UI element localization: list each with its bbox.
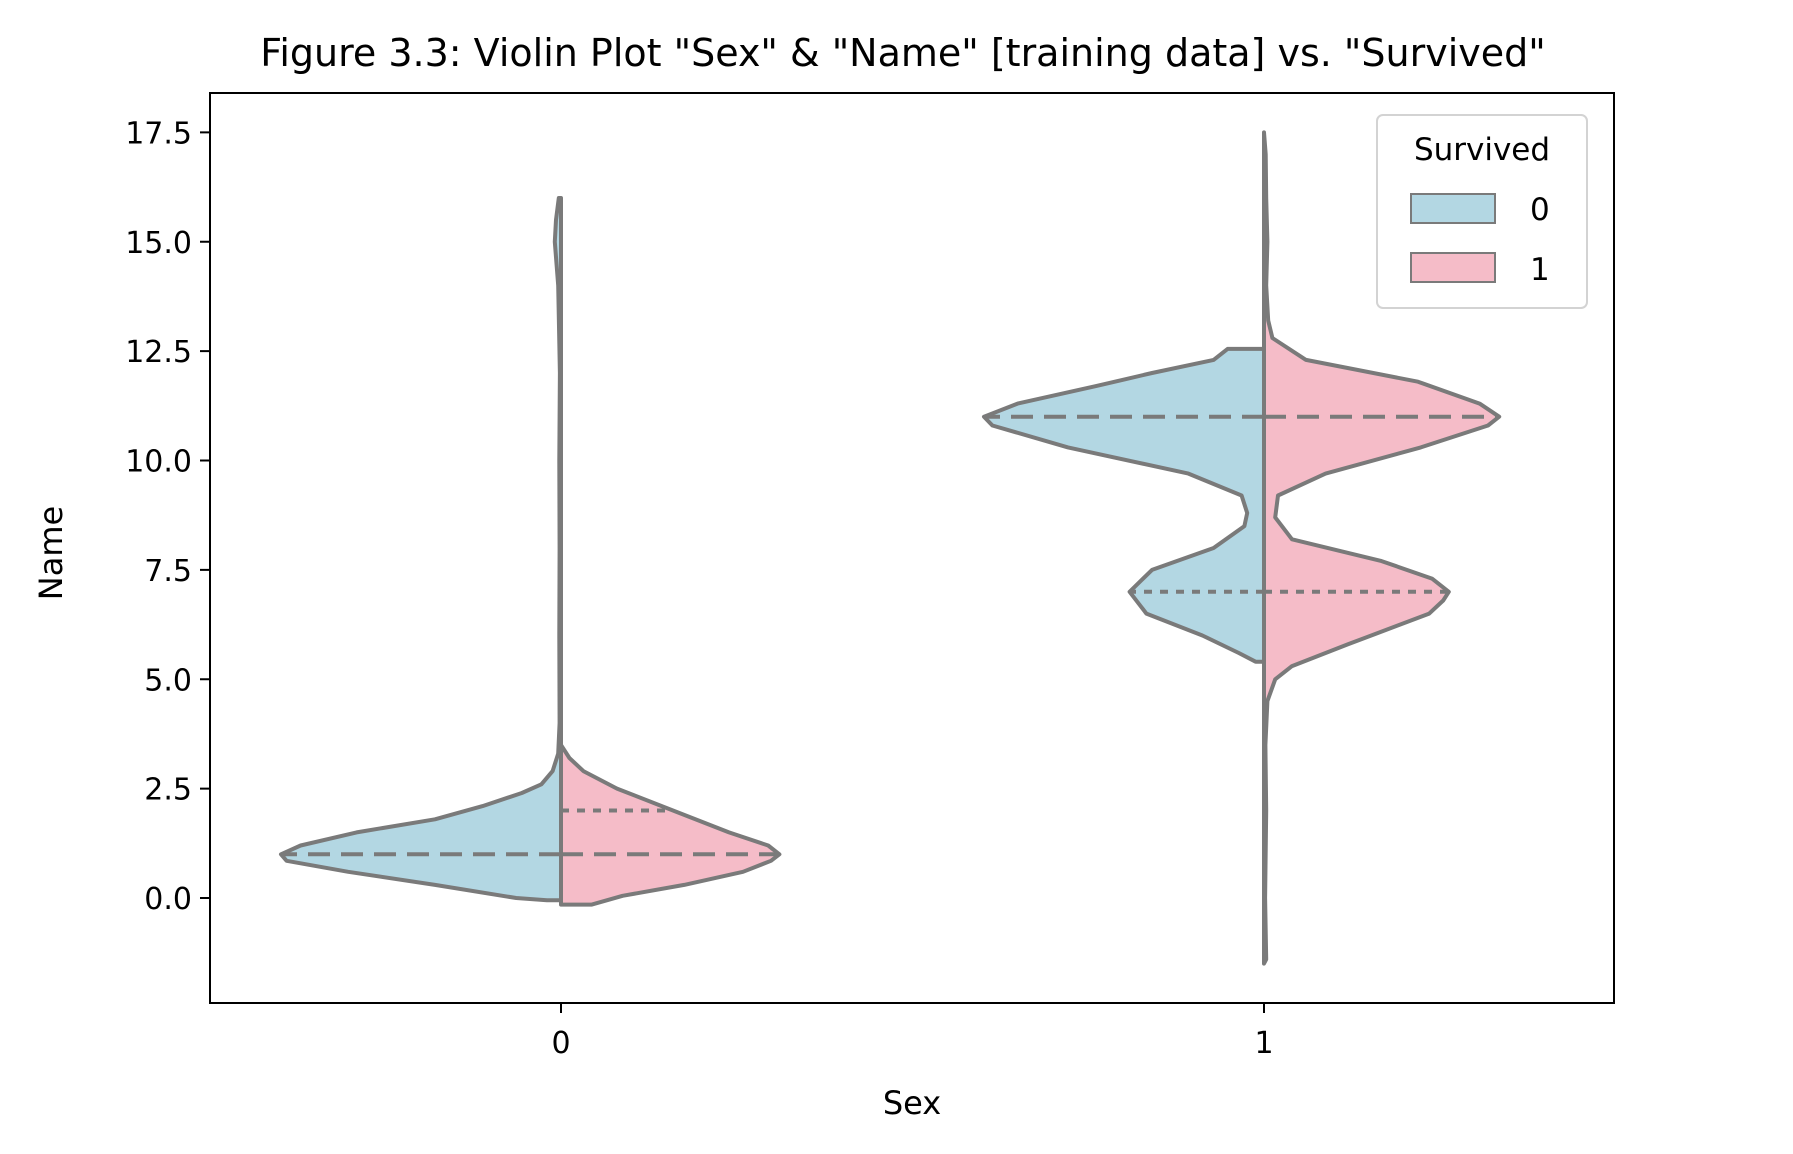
y-tick-label-3: 7.5 — [144, 554, 192, 589]
legend-label-1: 1 — [1530, 252, 1550, 288]
y-tick-label-1: 2.5 — [144, 773, 192, 808]
y-tick-label-7: 17.5 — [125, 116, 192, 151]
axes-layer — [209, 92, 1615, 1004]
x-tick-label-0: 0 — [551, 1026, 570, 1061]
legend-swatch-1 — [1410, 252, 1496, 283]
y-tick-label-5: 12.5 — [125, 335, 192, 370]
x-axis-label: Sex — [883, 1084, 941, 1122]
y-tick-label-2: 5.0 — [144, 663, 192, 698]
violin-1-hue-1 — [1262, 130, 1502, 966]
legend: Survived 0 1 — [1376, 114, 1588, 309]
legend-label-0: 0 — [1530, 192, 1550, 228]
violin-0-hue-1 — [559, 742, 782, 907]
violins-layer — [279, 130, 1502, 966]
y-tick-label-6: 15.0 — [125, 226, 192, 261]
y-tick-label-0: 0.0 — [144, 882, 192, 917]
y-axis-label: Name — [32, 506, 70, 600]
legend-title: Survived — [1414, 132, 1550, 168]
ticks-layer: 0.0 2.5 5.0 7.5 10.0 12.5 15.0 17.5 0 1 — [125, 116, 1273, 1061]
violin-0-hue-0 — [279, 196, 563, 903]
plot-frame — [209, 92, 1615, 1004]
x-tick-label-1: 1 — [1254, 1026, 1273, 1061]
violin-1-hue-0 — [982, 346, 1266, 664]
y-tick-label-4: 10.0 — [125, 445, 192, 480]
chart-title: Figure 3.3: Violin Plot "Sex" & "Name" [… — [260, 31, 1545, 75]
legend-swatch-0 — [1410, 193, 1496, 224]
